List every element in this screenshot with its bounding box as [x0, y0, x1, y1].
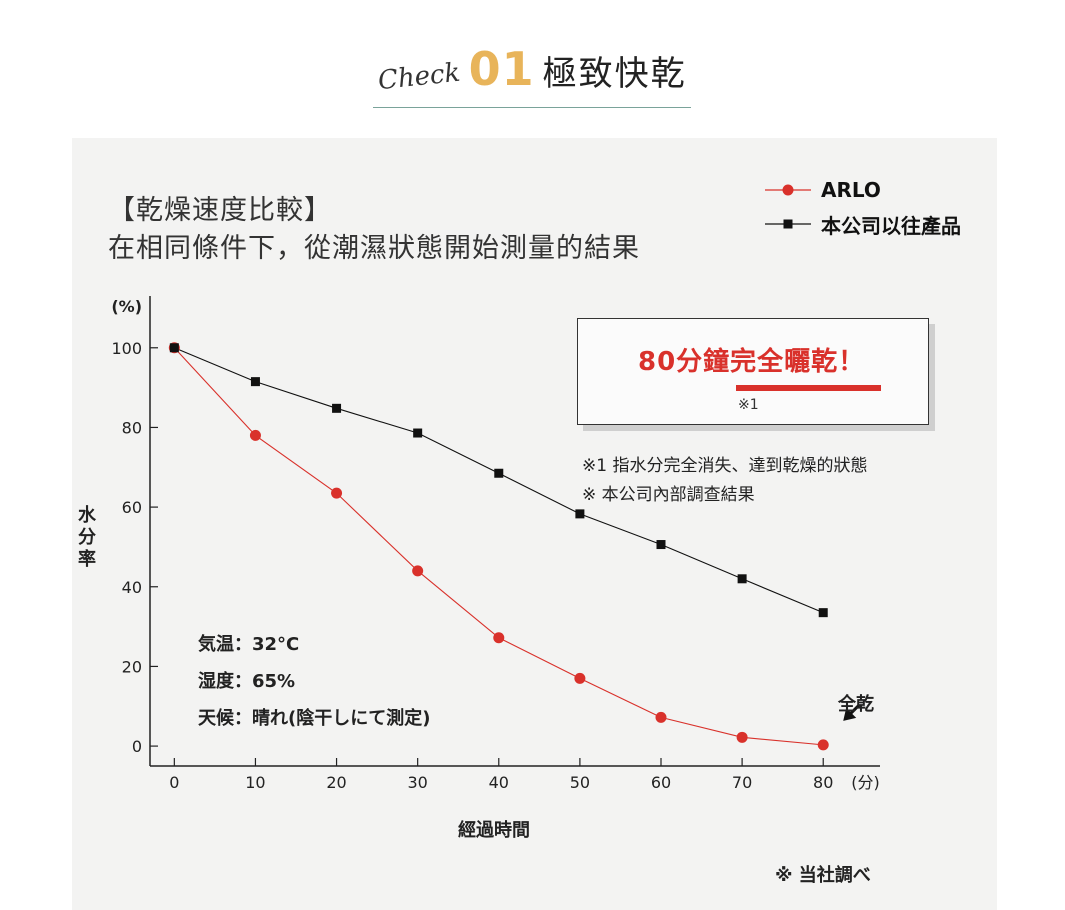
footnote-1: ※1 指水分完全消失、達到乾燥的狀態	[582, 456, 868, 476]
y-axis-label: 水分率	[78, 505, 96, 570]
legend-marker-square-icon	[765, 219, 811, 229]
background-panel	[72, 138, 997, 910]
x-tick-label: 40	[489, 773, 509, 792]
chart-series	[168, 342, 861, 751]
section-number: 01	[468, 42, 535, 96]
y-tick-label: 20	[122, 657, 142, 676]
callout-note: ※1	[738, 397, 759, 413]
section-title: 極致快乾	[542, 54, 687, 94]
y-tick-label: 60	[122, 498, 142, 517]
data-point-arlo	[493, 632, 505, 644]
callout-underline	[736, 385, 881, 391]
x-tick-label: 70	[732, 773, 752, 792]
data-point-previous	[656, 540, 666, 550]
header-underline	[373, 107, 691, 108]
data-point-arlo	[331, 487, 343, 499]
legend-marker-circle-icon	[765, 184, 811, 196]
y-tick-label: 80	[122, 418, 142, 437]
condition-weather: 天候：晴れ(陰干しにて測定)	[198, 708, 431, 729]
data-point-previous	[494, 468, 504, 478]
fully-dry-label: 全乾	[838, 694, 874, 715]
data-point-arlo	[817, 739, 829, 751]
y-tick-label: 40	[122, 578, 142, 597]
data-point-arlo	[412, 565, 424, 577]
condition-humidity: 湿度：65%	[198, 671, 296, 692]
data-point-previous	[169, 343, 179, 353]
x-tick-label: 50	[570, 773, 590, 792]
x-axis-label: 經過時間	[458, 820, 530, 841]
data-point-previous	[818, 608, 828, 618]
chart-legend: ARLO 本公司以往產品	[765, 176, 961, 244]
data-point-previous	[737, 574, 747, 584]
footnote-2: ※ 本公司內部調查結果	[582, 485, 755, 505]
x-tick-label: 20	[326, 773, 346, 792]
y-tick-label: 0	[132, 737, 142, 756]
x-unit-label: (分)	[851, 773, 880, 792]
dry-arrow-head-icon	[843, 707, 857, 721]
y-unit-label: (%)	[111, 297, 142, 316]
legend-item-previous: 本公司以往產品	[765, 210, 961, 238]
legend-item-arlo: ARLO	[765, 176, 961, 204]
x-tick-label: 80	[813, 773, 833, 792]
legend-label-previous: 本公司以往產品	[821, 213, 961, 238]
data-point-arlo	[655, 711, 667, 723]
subhead-line-2: 在相同條件下，從潮濕狀態開始測量的結果	[108, 233, 640, 264]
x-tick-label: 10	[245, 773, 265, 792]
data-point-previous	[575, 509, 585, 519]
data-point-previous	[332, 403, 342, 413]
x-tick-label: 60	[651, 773, 671, 792]
data-point-arlo	[249, 429, 261, 441]
condition-temperature: 気温：32°C	[198, 634, 300, 655]
data-point-previous	[413, 428, 423, 438]
data-point-arlo	[736, 731, 748, 743]
subhead-line-1: 【乾燥速度比較】	[108, 195, 332, 226]
test-conditions: 気温：32°C 湿度：65% 天候：晴れ(陰干しにて測定)	[198, 626, 430, 737]
x-tick-label: 30	[407, 773, 427, 792]
y-tick-label: 100	[111, 339, 142, 358]
source-note: ※ 当社調べ	[775, 865, 871, 886]
x-tick-label: 0	[169, 773, 179, 792]
callout-text: 80分鐘完全曬乾！	[638, 347, 866, 377]
chart-subheading: 【乾燥速度比較】 在相同條件下，從潮濕狀態開始測量的結果	[108, 192, 640, 268]
legend-label-arlo: ARLO	[821, 178, 881, 202]
footnotes: ※1 指水分完全消失、達到乾燥的狀態 ※ 本公司內部調查結果	[582, 452, 867, 510]
data-point-previous	[250, 377, 260, 387]
data-point-arlo	[574, 672, 586, 684]
section-header: Check 01 極致快乾	[0, 42, 1065, 96]
chart-axes: 0 20 40 60 80 100 (%) 0 10 20 30 40 50 60 70 80 (分)	[111, 296, 880, 792]
callout-box: 80分鐘完全曬乾！ ※1	[577, 318, 929, 425]
